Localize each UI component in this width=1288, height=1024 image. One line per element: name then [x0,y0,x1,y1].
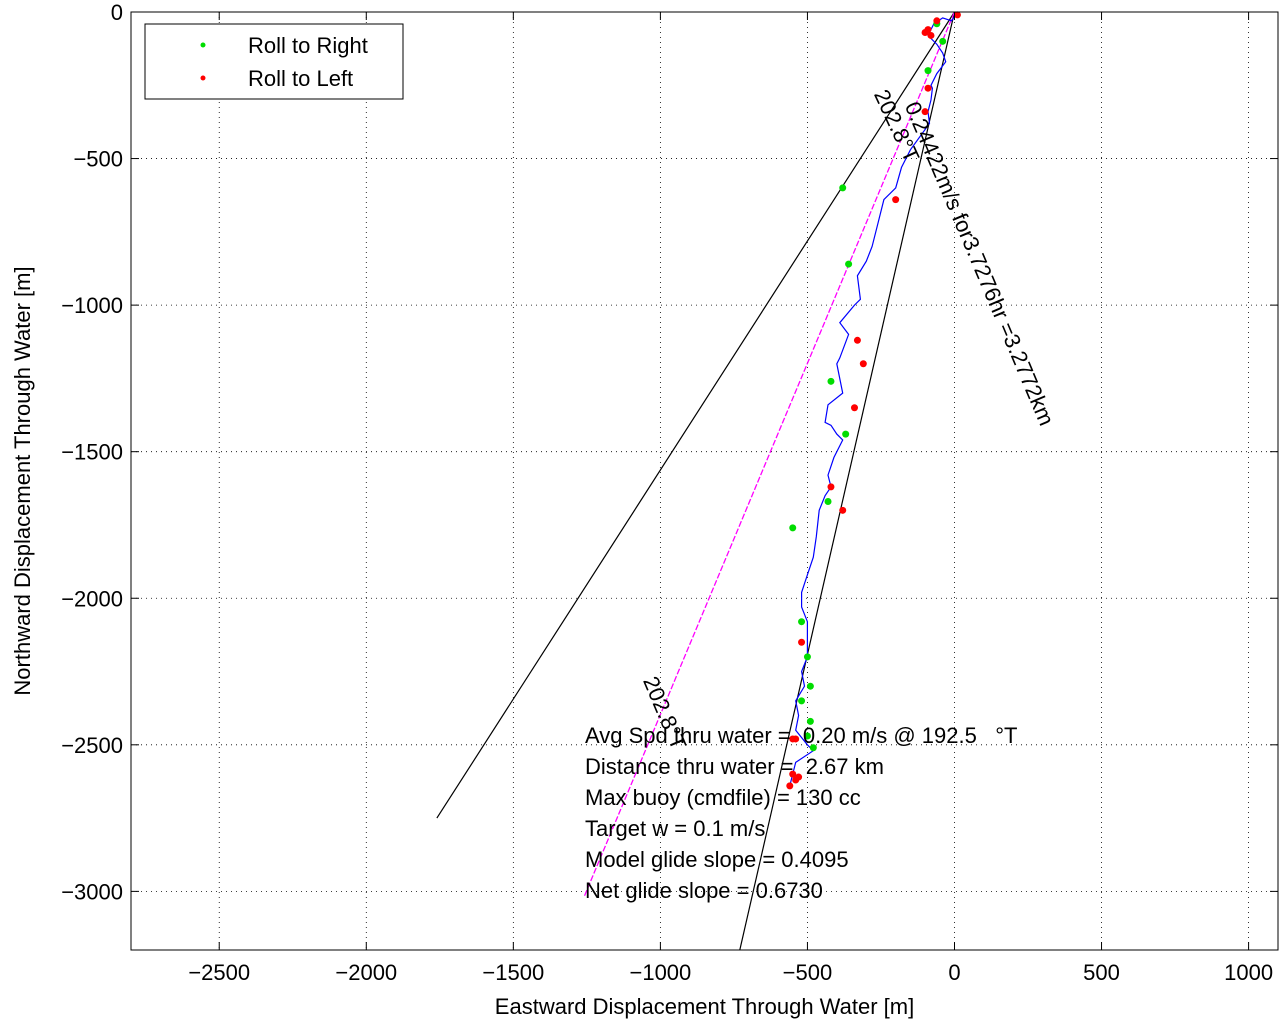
roll-left-point [827,483,835,491]
legend: Roll to Right Roll to Left [144,23,404,100]
x-tick-label: −2000 [335,960,397,985]
ticks-layer: −2500 −2000 −1500 −1000 −500 0 500 1000 0 −500 −10… [61,0,1278,985]
roll-right-point [845,260,853,268]
legend-box [144,23,404,100]
roll-right-point [809,744,817,752]
y-tick-label: −1500 [61,440,123,465]
annotation-line: Max buoy (cmdfile) = 130 cc [585,785,861,810]
roll-left-point [921,29,929,37]
reference-line [436,11,955,819]
x-tick-label: −500 [783,960,833,985]
roll-left-point [953,11,961,19]
roll-right-point [842,430,850,438]
series-layer [583,11,957,898]
y-tick-label: −500 [73,147,123,172]
legend-label-right: Roll to Right [248,33,368,58]
y-tick-label: −2500 [61,733,123,758]
reference-line [739,11,956,951]
roll-left-point [792,776,800,784]
y-tick-label: 0 [111,0,123,25]
roll-left-point [921,108,929,116]
roll-left-point [933,17,941,25]
glider-track [789,14,957,786]
roll-right-point [806,717,814,725]
x-tick-label: −2500 [188,960,250,985]
legend-marker-right [200,42,206,48]
roll-points [786,11,961,790]
roll-left-point [892,196,900,204]
roll-left-point [853,336,861,344]
x-axis-title: Eastward Displacement Through Water [m] [495,994,914,1019]
roll-left-point [850,404,858,412]
plot-frame [130,11,1279,951]
x-tick-label: 1000 [1224,960,1273,985]
roll-right-point [798,697,806,705]
y-axis-title: Northward Displacement Through Water [m] [10,266,35,695]
x-tick-label: 0 [948,960,960,985]
y-tick-label: −2000 [61,586,123,611]
y-tick-label: −3000 [61,879,123,904]
roll-right-point [839,184,847,192]
y-tick-label: −1000 [61,293,123,318]
roll-left-point [789,770,797,778]
plot-area [131,12,1278,950]
annotation-line: Net glide slope = 0.6730 [585,878,823,903]
roll-left-point [798,638,806,646]
roll-right-point [806,682,814,690]
roll-left-point [789,735,797,743]
annotation-line: Avg Spd thru water = 0.20 m/s @ 192.5 °T [585,723,1017,748]
annotation-line: Model glide slope = 0.4095 [585,847,849,872]
roll-right-point [827,377,835,385]
x-tick-label: −1000 [629,960,691,985]
x-tick-label: −1500 [482,960,544,985]
legend-marker-left [200,75,206,81]
annotation-line: Target w = 0.1 m/s [585,816,765,841]
roll-left-point [924,84,932,92]
roll-left-point [786,782,794,790]
x-tick-label: 500 [1083,960,1120,985]
roll-right-point [824,498,832,506]
roll-left-point [927,31,935,39]
roll-left-point [839,506,847,514]
roll-left-point [859,360,867,368]
roll-right-point [789,524,797,532]
roll-right-point [939,37,947,45]
reference-lines [436,11,956,951]
roll-right-point [924,67,932,75]
roll-right-point [798,618,806,626]
roll-right-point [803,653,811,661]
legend-label-left: Roll to Left [248,66,353,91]
annotations: Avg Spd thru water = 0.20 m/s @ 192.5 °T… [585,723,1017,903]
roll-right-point [803,732,811,740]
annotation-line: Distance thru water = 2.67 km [585,754,884,779]
